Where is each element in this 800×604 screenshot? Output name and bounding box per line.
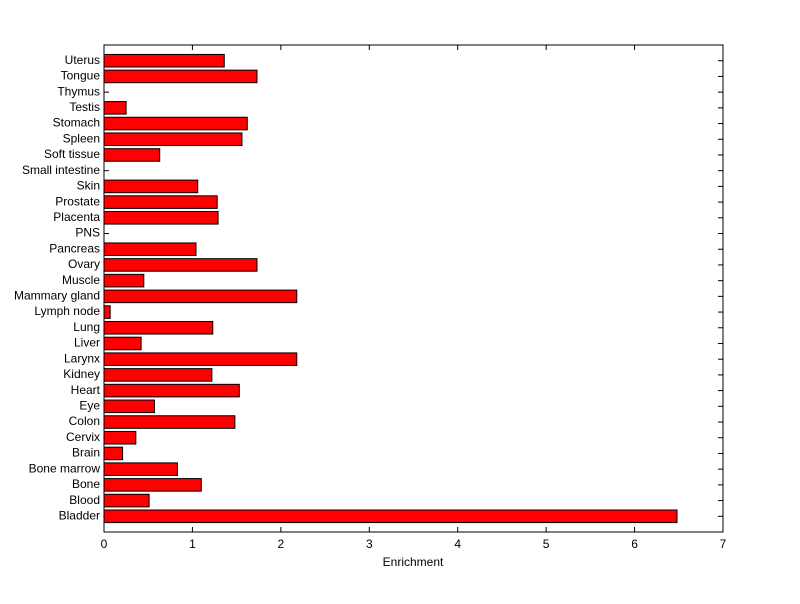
- y-tick-label: Bone marrow: [29, 461, 101, 475]
- y-tick-label: PNS: [75, 226, 100, 240]
- y-tick-label: Spleen: [63, 131, 100, 145]
- y-tick-label: Testis: [69, 100, 100, 114]
- y-tick-label: Larynx: [64, 351, 100, 365]
- y-tick-label: Heart: [71, 383, 101, 397]
- y-tick-label: Thymus: [57, 84, 100, 98]
- bar: [103, 195, 218, 209]
- bar: [103, 116, 248, 131]
- bar: [103, 320, 214, 335]
- y-tick-label: Cervix: [66, 430, 100, 444]
- bar: [103, 383, 240, 398]
- bar: [103, 415, 236, 429]
- bar: [103, 430, 137, 445]
- bar: [103, 179, 199, 194]
- bar: [103, 462, 178, 476]
- y-tick-label: Uterus: [65, 53, 100, 67]
- bar: [103, 352, 298, 366]
- y-tick-label: Prostate: [55, 194, 100, 208]
- bar: [103, 478, 202, 492]
- bar: [103, 368, 213, 382]
- bar: [103, 148, 161, 162]
- bar: [103, 493, 150, 508]
- y-tick-label: Stomach: [53, 116, 100, 130]
- bar: [103, 509, 678, 524]
- bar: [103, 273, 145, 288]
- y-tick-label: Lung: [73, 320, 100, 334]
- bar: [103, 446, 124, 461]
- x-tick-label: 3: [366, 537, 373, 551]
- y-tick-label: Pancreas: [49, 241, 100, 255]
- bar: [103, 305, 111, 319]
- bar: [103, 336, 142, 351]
- y-tick-label: Mammary gland: [14, 289, 100, 303]
- bar: [103, 69, 258, 84]
- y-tick-label: Muscle: [62, 273, 100, 287]
- y-tick-label: Bladder: [59, 508, 100, 522]
- bar: [103, 101, 127, 115]
- y-tick-label: Placenta: [53, 210, 100, 224]
- x-tick-label: 5: [543, 537, 550, 551]
- y-tick-label: Skin: [77, 179, 100, 193]
- y-tick-label: Soft tissue: [44, 147, 100, 161]
- y-tick-label: Lymph node: [34, 304, 100, 318]
- bar: [103, 399, 155, 414]
- x-tick-label: 6: [631, 537, 638, 551]
- bar: [103, 132, 243, 147]
- x-axis-label: Enrichment: [383, 555, 444, 569]
- y-tick-label: Kidney: [63, 367, 100, 381]
- x-tick-label: 2: [278, 537, 285, 551]
- bar: [103, 258, 258, 272]
- y-tick-label: Bone: [72, 477, 100, 491]
- plot-frame: [103, 44, 724, 533]
- x-tick-label: 1: [189, 537, 196, 551]
- y-tick-label: Small intestine: [22, 163, 100, 177]
- bar: [103, 289, 298, 304]
- bar: [103, 242, 197, 257]
- x-tick-label: 4: [454, 537, 461, 551]
- y-tick-label: Blood: [69, 493, 100, 507]
- bar: [103, 211, 219, 225]
- y-tick-label: Liver: [74, 336, 100, 350]
- y-tick-label: Eye: [79, 398, 100, 412]
- y-tick-label: Ovary: [68, 257, 100, 271]
- x-tick-label: 7: [720, 537, 727, 551]
- x-tick-label: 0: [101, 537, 108, 551]
- y-tick-label: Tongue: [61, 69, 101, 83]
- bar: [103, 53, 225, 68]
- y-tick-label: Brain: [72, 446, 100, 460]
- y-tick-label: Colon: [69, 414, 100, 428]
